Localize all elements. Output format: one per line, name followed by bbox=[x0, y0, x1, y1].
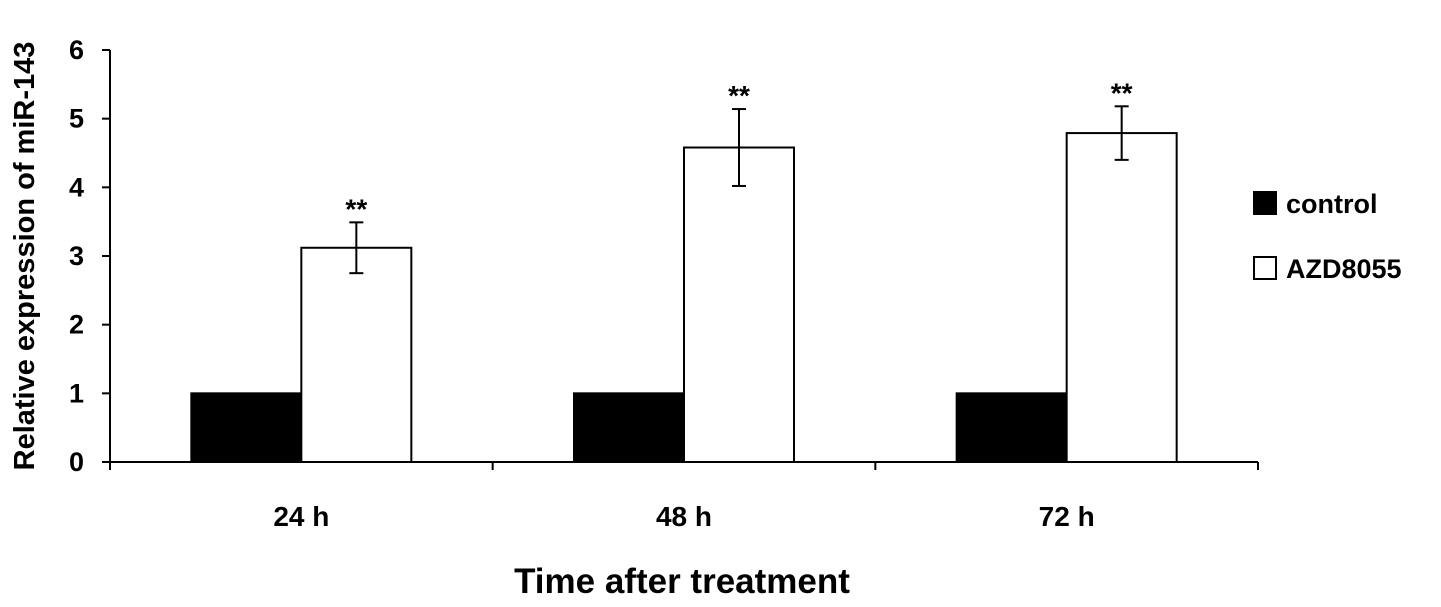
y-tick-label: 5 bbox=[69, 104, 84, 134]
legend-label: AZD8055 bbox=[1286, 254, 1402, 284]
legend-label: control bbox=[1286, 189, 1378, 219]
bar-azd8055 bbox=[683, 146, 795, 464]
annotations-layer: ** ** ** bbox=[345, 77, 1132, 224]
bars-layer bbox=[190, 132, 1178, 464]
x-tick-label: 72 h bbox=[1039, 501, 1095, 532]
bar-control bbox=[190, 392, 303, 464]
y-tick-label: 1 bbox=[69, 378, 84, 408]
bar-control bbox=[955, 392, 1068, 464]
legend-swatch bbox=[1253, 256, 1277, 280]
y-tick-label: 2 bbox=[69, 310, 84, 340]
y-tick-label: 6 bbox=[69, 35, 84, 65]
error-bars-layer bbox=[349, 105, 1129, 275]
legend-swatch bbox=[1253, 191, 1277, 215]
y-tick-label: 0 bbox=[69, 447, 84, 477]
y-tick-label: 4 bbox=[69, 172, 84, 202]
bar-azd8055 bbox=[1065, 132, 1178, 463]
significance-marker: ** bbox=[1111, 77, 1133, 108]
significance-marker: ** bbox=[728, 80, 750, 111]
x-axis-label: Time after treatment bbox=[514, 562, 850, 601]
bar-azd8055 bbox=[300, 246, 413, 463]
legend: control AZD8055 bbox=[1253, 189, 1402, 284]
bar-control bbox=[573, 392, 685, 464]
y-axis-label: Relative expression of miR-143 bbox=[9, 42, 41, 471]
x-tick-label: 48 h bbox=[656, 501, 712, 532]
significance-marker: ** bbox=[345, 193, 367, 224]
y-tick-label: 3 bbox=[69, 241, 84, 271]
x-tick-label: 24 h bbox=[273, 501, 329, 532]
